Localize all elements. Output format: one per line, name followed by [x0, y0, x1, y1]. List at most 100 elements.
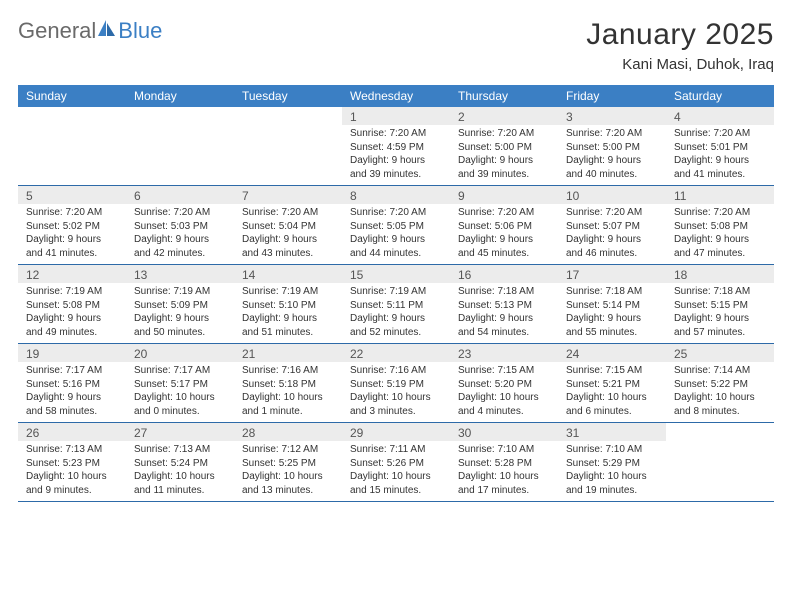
daylight-text: Daylight: 10 hours and 8 minutes.: [674, 391, 766, 418]
day-number: 23: [450, 344, 558, 362]
week-row: 19Sunrise: 7:17 AMSunset: 5:16 PMDayligh…: [18, 344, 774, 423]
sunrise-text: Sunrise: 7:20 AM: [350, 127, 442, 141]
day-cell: 29Sunrise: 7:11 AMSunset: 5:26 PMDayligh…: [342, 423, 450, 501]
day-cell: 7Sunrise: 7:20 AMSunset: 5:04 PMDaylight…: [234, 186, 342, 264]
sunset-text: Sunset: 5:23 PM: [26, 457, 118, 471]
day-number: [666, 423, 774, 441]
weekday-label: Wednesday: [342, 85, 450, 107]
sunrise-text: Sunrise: 7:17 AM: [134, 364, 226, 378]
day-number: 18: [666, 265, 774, 283]
day-body: Sunrise: 7:10 AMSunset: 5:29 PMDaylight:…: [558, 441, 666, 501]
daylight-text: Daylight: 10 hours and 9 minutes.: [26, 470, 118, 497]
day-body: Sunrise: 7:19 AMSunset: 5:08 PMDaylight:…: [18, 283, 126, 343]
day-number: 21: [234, 344, 342, 362]
weekday-label: Thursday: [450, 85, 558, 107]
weekday-label: Friday: [558, 85, 666, 107]
calendar: Sunday Monday Tuesday Wednesday Thursday…: [18, 85, 774, 502]
sunrise-text: Sunrise: 7:20 AM: [566, 206, 658, 220]
logo-word1: General: [18, 18, 96, 44]
day-cell: 28Sunrise: 7:12 AMSunset: 5:25 PMDayligh…: [234, 423, 342, 501]
daylight-text: Daylight: 9 hours and 45 minutes.: [458, 233, 550, 260]
sunset-text: Sunset: 5:10 PM: [242, 299, 334, 313]
daylight-text: Daylight: 10 hours and 13 minutes.: [242, 470, 334, 497]
day-body: Sunrise: 7:20 AMSunset: 5:05 PMDaylight:…: [342, 204, 450, 264]
day-number: [18, 107, 126, 125]
week-row: 5Sunrise: 7:20 AMSunset: 5:02 PMDaylight…: [18, 186, 774, 265]
day-cell: 11Sunrise: 7:20 AMSunset: 5:08 PMDayligh…: [666, 186, 774, 264]
sunset-text: Sunset: 5:08 PM: [26, 299, 118, 313]
day-number: 28: [234, 423, 342, 441]
daylight-text: Daylight: 10 hours and 3 minutes.: [350, 391, 442, 418]
sunrise-text: Sunrise: 7:13 AM: [26, 443, 118, 457]
day-body: Sunrise: 7:14 AMSunset: 5:22 PMDaylight:…: [666, 362, 774, 422]
day-number: 4: [666, 107, 774, 125]
sunrise-text: Sunrise: 7:19 AM: [134, 285, 226, 299]
day-body: Sunrise: 7:17 AMSunset: 5:17 PMDaylight:…: [126, 362, 234, 422]
day-body: Sunrise: 7:20 AMSunset: 5:04 PMDaylight:…: [234, 204, 342, 264]
sunset-text: Sunset: 5:06 PM: [458, 220, 550, 234]
day-body: Sunrise: 7:15 AMSunset: 5:20 PMDaylight:…: [450, 362, 558, 422]
day-number: 5: [18, 186, 126, 204]
sunset-text: Sunset: 5:04 PM: [242, 220, 334, 234]
day-cell: 14Sunrise: 7:19 AMSunset: 5:10 PMDayligh…: [234, 265, 342, 343]
day-number: 9: [450, 186, 558, 204]
day-cell: 18Sunrise: 7:18 AMSunset: 5:15 PMDayligh…: [666, 265, 774, 343]
day-number: 16: [450, 265, 558, 283]
day-number: 26: [18, 423, 126, 441]
day-cell: 30Sunrise: 7:10 AMSunset: 5:28 PMDayligh…: [450, 423, 558, 501]
day-cell: 10Sunrise: 7:20 AMSunset: 5:07 PMDayligh…: [558, 186, 666, 264]
sunset-text: Sunset: 5:19 PM: [350, 378, 442, 392]
day-number: 17: [558, 265, 666, 283]
daylight-text: Daylight: 10 hours and 4 minutes.: [458, 391, 550, 418]
daylight-text: Daylight: 9 hours and 43 minutes.: [242, 233, 334, 260]
sunrise-text: Sunrise: 7:19 AM: [242, 285, 334, 299]
sunrise-text: Sunrise: 7:16 AM: [350, 364, 442, 378]
day-body: Sunrise: 7:20 AMSunset: 5:00 PMDaylight:…: [450, 125, 558, 185]
day-cell: 16Sunrise: 7:18 AMSunset: 5:13 PMDayligh…: [450, 265, 558, 343]
day-cell: [126, 107, 234, 185]
sunrise-text: Sunrise: 7:19 AM: [350, 285, 442, 299]
day-cell: 8Sunrise: 7:20 AMSunset: 5:05 PMDaylight…: [342, 186, 450, 264]
day-cell: 17Sunrise: 7:18 AMSunset: 5:14 PMDayligh…: [558, 265, 666, 343]
day-body: [234, 125, 342, 131]
sunrise-text: Sunrise: 7:10 AM: [458, 443, 550, 457]
day-body: Sunrise: 7:18 AMSunset: 5:15 PMDaylight:…: [666, 283, 774, 343]
logo-word2: Blue: [118, 18, 162, 44]
daylight-text: Daylight: 9 hours and 47 minutes.: [674, 233, 766, 260]
day-body: Sunrise: 7:10 AMSunset: 5:28 PMDaylight:…: [450, 441, 558, 501]
daylight-text: Daylight: 9 hours and 42 minutes.: [134, 233, 226, 260]
sunset-text: Sunset: 5:15 PM: [674, 299, 766, 313]
day-number: 22: [342, 344, 450, 362]
sunset-text: Sunset: 5:18 PM: [242, 378, 334, 392]
day-body: [18, 125, 126, 131]
day-cell: 19Sunrise: 7:17 AMSunset: 5:16 PMDayligh…: [18, 344, 126, 422]
day-number: 10: [558, 186, 666, 204]
week-row: 12Sunrise: 7:19 AMSunset: 5:08 PMDayligh…: [18, 265, 774, 344]
daylight-text: Daylight: 9 hours and 54 minutes.: [458, 312, 550, 339]
day-cell: 20Sunrise: 7:17 AMSunset: 5:17 PMDayligh…: [126, 344, 234, 422]
sunrise-text: Sunrise: 7:15 AM: [566, 364, 658, 378]
sunset-text: Sunset: 5:20 PM: [458, 378, 550, 392]
daylight-text: Daylight: 9 hours and 39 minutes.: [350, 154, 442, 181]
day-cell: [234, 107, 342, 185]
daylight-text: Daylight: 9 hours and 50 minutes.: [134, 312, 226, 339]
sunset-text: Sunset: 5:09 PM: [134, 299, 226, 313]
day-cell: 6Sunrise: 7:20 AMSunset: 5:03 PMDaylight…: [126, 186, 234, 264]
sunrise-text: Sunrise: 7:20 AM: [566, 127, 658, 141]
sunrise-text: Sunrise: 7:11 AM: [350, 443, 442, 457]
day-number: 20: [126, 344, 234, 362]
daylight-text: Daylight: 9 hours and 49 minutes.: [26, 312, 118, 339]
sunset-text: Sunset: 5:21 PM: [566, 378, 658, 392]
week-row: 1Sunrise: 7:20 AMSunset: 4:59 PMDaylight…: [18, 107, 774, 186]
sunset-text: Sunset: 5:26 PM: [350, 457, 442, 471]
sunset-text: Sunset: 5:11 PM: [350, 299, 442, 313]
day-number: 30: [450, 423, 558, 441]
daylight-text: Daylight: 9 hours and 40 minutes.: [566, 154, 658, 181]
day-body: Sunrise: 7:19 AMSunset: 5:09 PMDaylight:…: [126, 283, 234, 343]
sunset-text: Sunset: 5:14 PM: [566, 299, 658, 313]
sunrise-text: Sunrise: 7:18 AM: [458, 285, 550, 299]
day-number: 11: [666, 186, 774, 204]
daylight-text: Daylight: 10 hours and 19 minutes.: [566, 470, 658, 497]
day-number: 19: [18, 344, 126, 362]
sunrise-text: Sunrise: 7:15 AM: [458, 364, 550, 378]
